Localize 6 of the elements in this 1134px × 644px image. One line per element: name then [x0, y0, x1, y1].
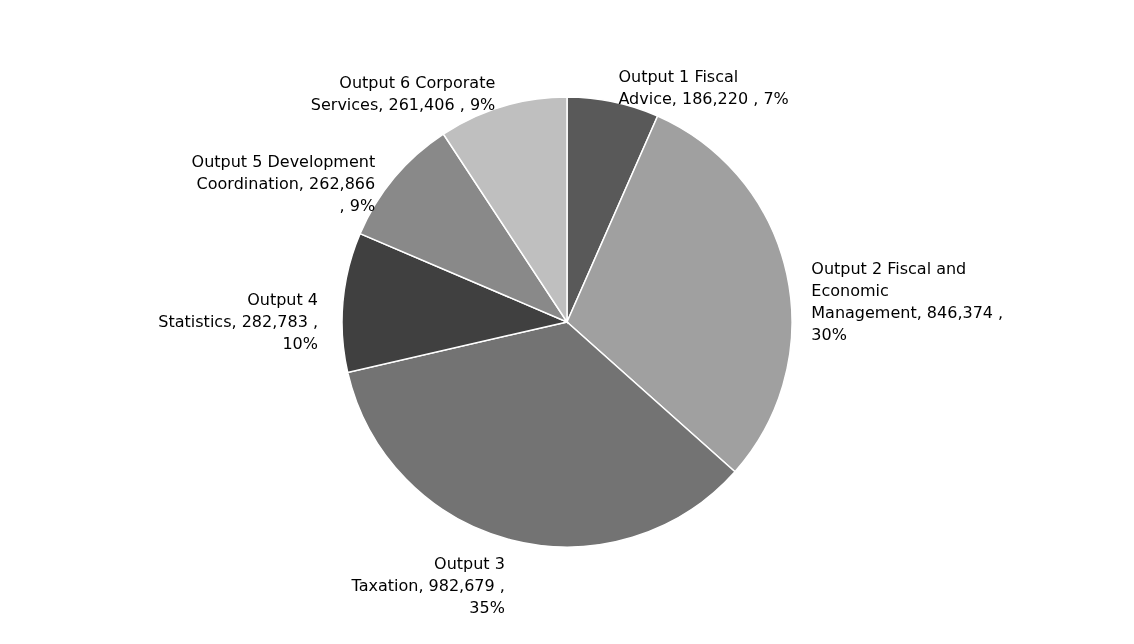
slice-label: Output 1 Fiscal Advice, 186,220 , 7%	[618, 67, 789, 109]
slice-label: Output 3 Taxation, 982,679 , 35%	[350, 554, 505, 618]
slice-label: Output 6 Corporate Services, 261,406 , 9%	[310, 72, 496, 114]
slice-label: Output 2 Fiscal and Economic Management, 846,374 , 30%	[811, 258, 1004, 344]
slice-label: Output 5 Development Coordination, 262,866 , 9%	[191, 151, 376, 215]
slice-label: Output 4 Statistics, 282,783 , 10%	[158, 289, 318, 353]
